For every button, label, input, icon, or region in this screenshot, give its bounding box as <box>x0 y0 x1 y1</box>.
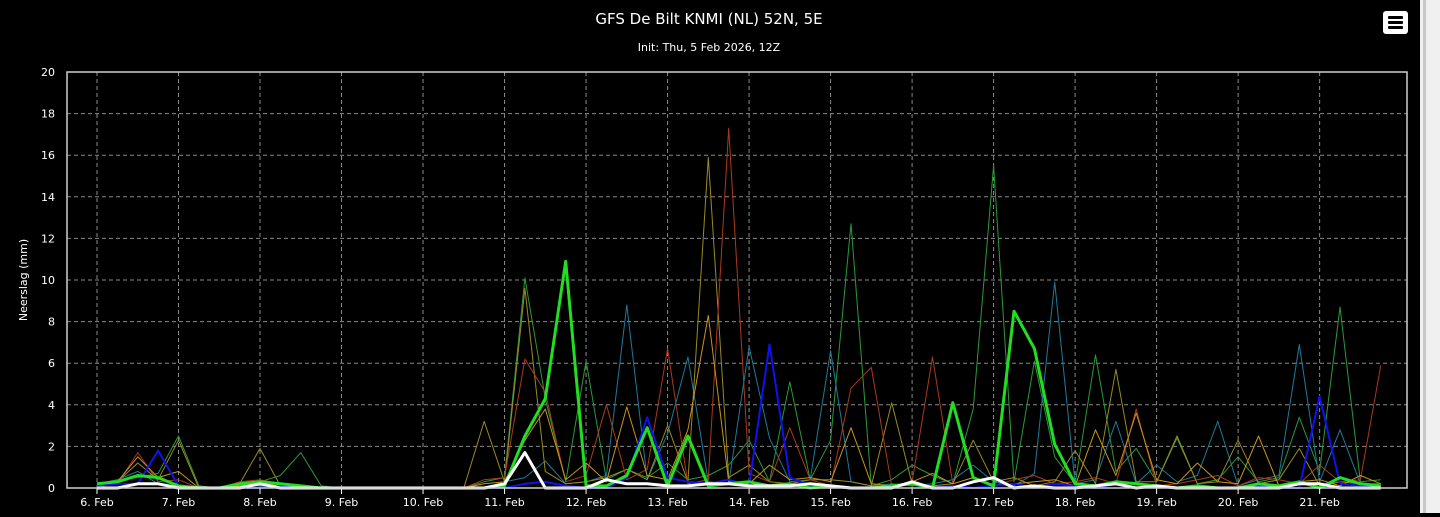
x-tick-label: 8. Feb <box>243 496 276 509</box>
plot-border <box>66 71 1408 489</box>
chart-title: GFS De Bilt KNMI (NL) 52N, 5E <box>595 10 822 28</box>
hamburger-menu-icon[interactable] <box>1383 11 1408 34</box>
y-tick-label: 18 <box>41 108 55 121</box>
y-tick-label: 10 <box>41 274 55 287</box>
x-tick-label: 18. Feb <box>1055 496 1095 509</box>
chart-subtitle: Init: Thu, 5 Feb 2026, 12Z <box>638 41 781 54</box>
menu-bar <box>1388 21 1403 24</box>
x-tick-label: 16. Feb <box>892 496 932 509</box>
scrollbar-track <box>1423 0 1426 513</box>
menu-bar <box>1388 16 1403 19</box>
x-tick-label: 13. Feb <box>647 496 687 509</box>
x-tick-label: 14. Feb <box>729 496 769 509</box>
x-tick-label: 21. Feb <box>1299 496 1339 509</box>
series-line <box>96 165 1381 489</box>
x-tick-label: 15. Feb <box>810 496 850 509</box>
y-axis-label: Neerslag (mm) <box>17 239 30 321</box>
chart: 0 2 4 6 8 10 12 14 16 18 20 6. Feb 7. Feb 8. Feb 9. Fe… <box>17 10 1408 509</box>
x-tick-label: 6. Feb <box>80 496 113 509</box>
axes: 0 2 4 6 8 10 12 14 16 18 20 6. Feb 7. Feb 8. Feb 9. Fe… <box>41 66 1408 509</box>
x-tick-label: 7. Feb <box>162 496 195 509</box>
y-tick-label: 12 <box>41 232 55 245</box>
x-tick-label: 19. Feb <box>1136 496 1176 509</box>
y-tick-label: 6 <box>48 357 55 370</box>
y-tick-label: 4 <box>48 399 55 412</box>
y-tick-label: 14 <box>41 191 55 204</box>
menu-bar <box>1388 26 1403 29</box>
x-tick-label: 20. Feb <box>1218 496 1258 509</box>
x-tick-label: 12. Feb <box>566 496 606 509</box>
series-line <box>96 281 1381 489</box>
x-tick-label: 17. Feb <box>973 496 1013 509</box>
series-group <box>96 127 1382 490</box>
x-tick-label: 9. Feb <box>325 496 358 509</box>
y-tick-label: 2 <box>48 440 55 453</box>
chart-container: 0 2 4 6 8 10 12 14 16 18 20 6. Feb 7. Feb 8. Feb 9. Fe… <box>17 10 1408 509</box>
series-line <box>96 127 1382 489</box>
y-tick-label: 8 <box>48 316 55 329</box>
y-tick-label: 16 <box>41 149 55 162</box>
x-tick-label: 11. Feb <box>484 496 524 509</box>
y-tick-label: 20 <box>41 66 55 79</box>
y-tick-label: 0 <box>48 482 55 495</box>
series-line <box>96 156 1381 489</box>
x-tick-label: 10. Feb <box>403 496 443 509</box>
